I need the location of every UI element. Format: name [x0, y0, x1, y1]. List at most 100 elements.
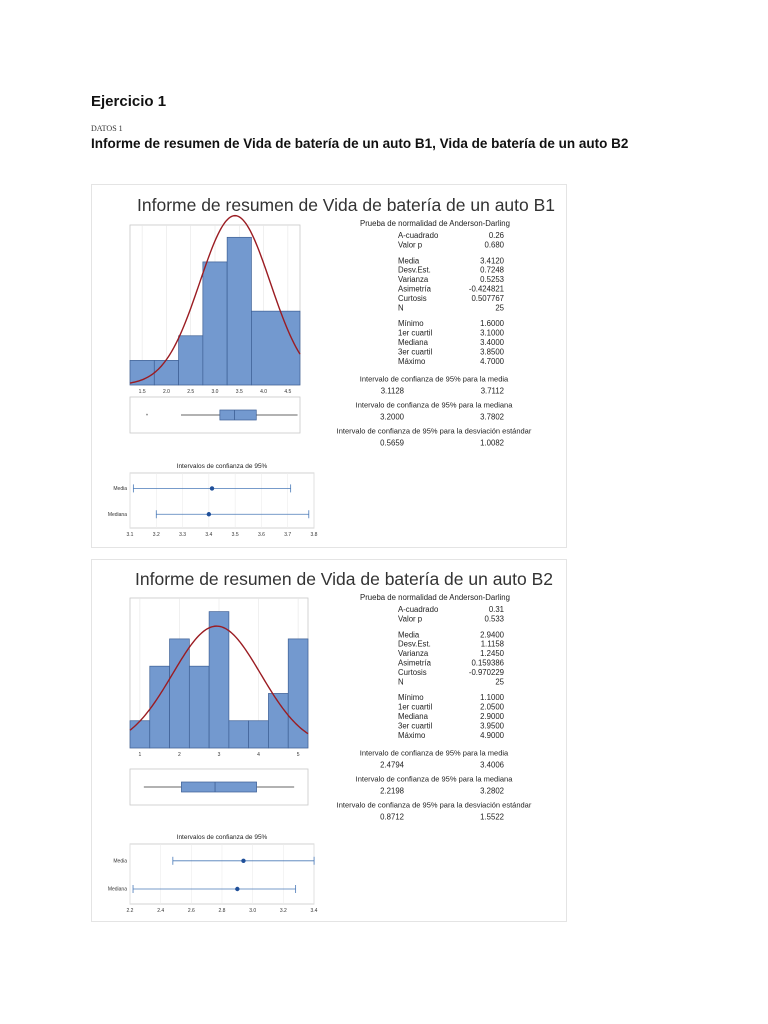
ci-point-estimate: [206, 512, 212, 517]
dataset-label: DATOS 1: [91, 124, 123, 133]
ci-lower: 0.8712: [380, 813, 404, 822]
ci-chart-tick-label: 3.6: [258, 532, 265, 538]
boxplot-box: [219, 409, 257, 421]
stat-value: 3.1000: [480, 329, 505, 338]
ci-lower: 3.1128: [381, 387, 404, 396]
ci-chart-tick-label: 2.4: [157, 908, 164, 914]
ci-chart-row-label: Mediana: [108, 887, 127, 893]
stat-label: N: [398, 303, 404, 312]
stat-label: 1er cuartil: [398, 329, 433, 338]
stat-label: Curtosis: [398, 668, 427, 677]
summary-report-b1: Informe de resumen de Vida de batería de…: [91, 184, 567, 548]
stat-label: Asimetría: [398, 285, 432, 294]
histogram-tick-label: 1: [138, 752, 141, 758]
stat-value: 4.9000: [480, 731, 505, 740]
exercise-heading: Ejercicio 1: [91, 93, 167, 110]
ci-chart-tick-label: 3.3: [179, 532, 186, 538]
ci-chart-tick-label: 3.2: [153, 532, 160, 538]
summary-report-graphic: Informe de resumen de Vida de batería de…: [108, 195, 555, 538]
histogram-bar: [129, 720, 151, 749]
stat-value: 1.6000: [480, 319, 505, 328]
stat-label: 3er cuartil: [398, 347, 433, 356]
stat-value: 3.9500: [480, 721, 505, 730]
normality-test-header: Prueba de normalidad de Anderson-Darling: [360, 219, 510, 228]
ci-chart-tick-label: 2.2: [127, 908, 134, 914]
ci-point-estimate: [235, 886, 240, 892]
ci-title: Intervalo de confianza de 95% para la me…: [360, 375, 509, 384]
summary-report-graphic: Informe de resumen de Vida de batería de…: [108, 569, 553, 914]
stat-label: N: [398, 677, 404, 686]
histogram-tick-label: 3: [218, 752, 221, 758]
histogram-bar: [169, 638, 190, 749]
summary-report-b2: Informe de resumen de Vida de batería de…: [91, 559, 567, 922]
ci-chart-title: Intervalos de confianza de 95%: [177, 463, 268, 470]
stat-label: Varianza: [398, 649, 429, 658]
histogram-tick-label: 5: [297, 752, 300, 758]
ci-title: Intervalo de confianza de 95% para la me…: [356, 401, 514, 410]
ci-lower: 3.2000: [380, 413, 405, 422]
ci-chart-tick-label: 3.5: [232, 532, 239, 538]
stat-value: 2.9000: [480, 712, 505, 721]
ci-chart-tick-label: 3.4: [205, 532, 212, 538]
ci-upper: 1.0082: [480, 439, 504, 448]
stat-label: Desv.Est.: [398, 266, 431, 275]
stat-value: 0.159386: [471, 659, 504, 668]
stat-label: A-cuadrado: [398, 605, 439, 614]
histogram-bar: [228, 720, 250, 749]
report-title: Informe de resumen de Vida de batería de…: [135, 569, 553, 589]
stat-label: Mínimo: [398, 693, 424, 702]
boxplot-box: [181, 781, 257, 793]
boxplot-outlier: *: [146, 414, 148, 420]
ci-chart-title: Intervalos de confianza de 95%: [177, 834, 268, 841]
histogram-bar: [149, 665, 170, 749]
normality-test-header: Prueba de normalidad de Anderson-Darling: [360, 593, 510, 602]
histogram-bar: [208, 611, 230, 749]
stat-value: 0.7248: [480, 266, 504, 275]
ci-lower: 2.4794: [380, 761, 405, 770]
stat-value: 3.4000: [480, 338, 505, 347]
ci-upper: 3.7802: [480, 413, 504, 422]
histogram-tick-label: 2.0: [163, 389, 170, 395]
histogram-bar: [188, 665, 210, 749]
normal-curve: [129, 625, 309, 735]
ci-upper: 3.4006: [480, 761, 504, 770]
histogram-tick-label: 4: [257, 752, 260, 758]
stat-value: -0.424821: [469, 285, 504, 294]
stat-label: Mediana: [398, 712, 429, 721]
ci-title: Intervalo de confianza de 95% para la me…: [356, 775, 514, 784]
stat-value: 2.0500: [480, 703, 505, 712]
histogram-tick-label: 2: [178, 752, 181, 758]
ci-chart-row-label: Media: [113, 858, 127, 864]
stat-value: 4.7000: [480, 357, 505, 366]
ci-lower: 0.5659: [380, 439, 404, 448]
histogram-tick-label: 4.0: [260, 389, 267, 395]
stat-value: 0.507767: [471, 294, 504, 303]
stat-label: Mínimo: [398, 319, 424, 328]
histogram-bar: [178, 335, 204, 386]
histogram-tick-label: 1.5: [139, 389, 146, 395]
ci-lower: 2.2198: [380, 787, 404, 796]
ci-chart-tick-label: 3.4: [311, 908, 318, 914]
stat-label: 1er cuartil: [398, 703, 433, 712]
stat-label: Mediana: [398, 338, 429, 347]
histogram-tick-label: 4.5: [284, 389, 291, 395]
ci-chart-tick-label: 3.8: [311, 532, 318, 538]
stat-value: 0.31: [489, 605, 504, 614]
stat-value: 3.8500: [480, 347, 505, 356]
stat-label: Asimetría: [398, 659, 432, 668]
ci-upper: 1.5522: [480, 813, 504, 822]
report-heading: Informe de resumen de Vida de batería de…: [91, 136, 629, 151]
stat-value: 25: [495, 303, 504, 312]
histogram-bar: [226, 236, 252, 386]
stat-label: Media: [398, 256, 420, 265]
ci-chart-tick-label: 3.0: [249, 908, 256, 914]
stat-value: 2.9400: [480, 630, 505, 639]
stat-label: Valor p: [398, 240, 423, 249]
histogram-tick-label: 2.5: [187, 389, 194, 395]
stat-value: 25: [495, 677, 504, 686]
stat-value: 1.2450: [480, 649, 505, 658]
histogram-bar: [248, 720, 269, 749]
histogram-bar: [153, 360, 179, 386]
stat-label: Media: [398, 630, 420, 639]
ci-chart-tick-label: 3.7: [284, 532, 291, 538]
